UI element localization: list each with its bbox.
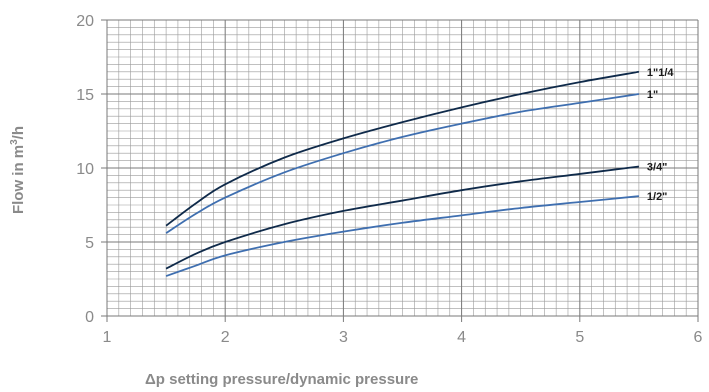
y-axis-title-end: /h xyxy=(10,126,27,139)
y-tick-label: 0 xyxy=(85,309,94,326)
x-tick-label: 1 xyxy=(103,329,112,346)
series-line xyxy=(165,93,640,234)
x-tick-label: 3 xyxy=(339,329,348,346)
major-grid xyxy=(101,19,699,322)
series-label: 1"1/4 xyxy=(647,67,675,79)
y-tick-label: 20 xyxy=(76,13,94,30)
series-labels: 1"1/4 1" 3/4" 1/2" xyxy=(647,67,675,203)
series-line xyxy=(165,165,640,270)
series-lines xyxy=(165,70,640,277)
y-tick-label: 15 xyxy=(76,87,94,104)
y-tick-label: 5 xyxy=(85,235,94,252)
y-axis-title-sup: 3 xyxy=(9,139,20,145)
y-tick-labels: 0 5 10 15 20 xyxy=(76,13,94,326)
x-tick-labels: 1 2 3 4 5 6 xyxy=(103,329,703,346)
series-label: 1/2" xyxy=(647,191,668,203)
y-tick-label: 10 xyxy=(76,161,94,178)
series-line xyxy=(165,195,639,277)
x-tick-label: 5 xyxy=(575,329,584,346)
x-axis-title: Δp setting pressure/dynamic pressure xyxy=(145,371,418,388)
series-line xyxy=(165,70,640,227)
series-label: 3/4" xyxy=(647,162,668,174)
x-tick-label: 4 xyxy=(457,329,466,346)
y-axis-title-main: Flow in m xyxy=(10,145,27,214)
x-tick-label: 2 xyxy=(221,329,230,346)
y-axis-title: Flow in m3/h xyxy=(9,126,27,214)
x-tick-label: 6 xyxy=(694,329,703,346)
series-label: 1" xyxy=(647,89,658,101)
